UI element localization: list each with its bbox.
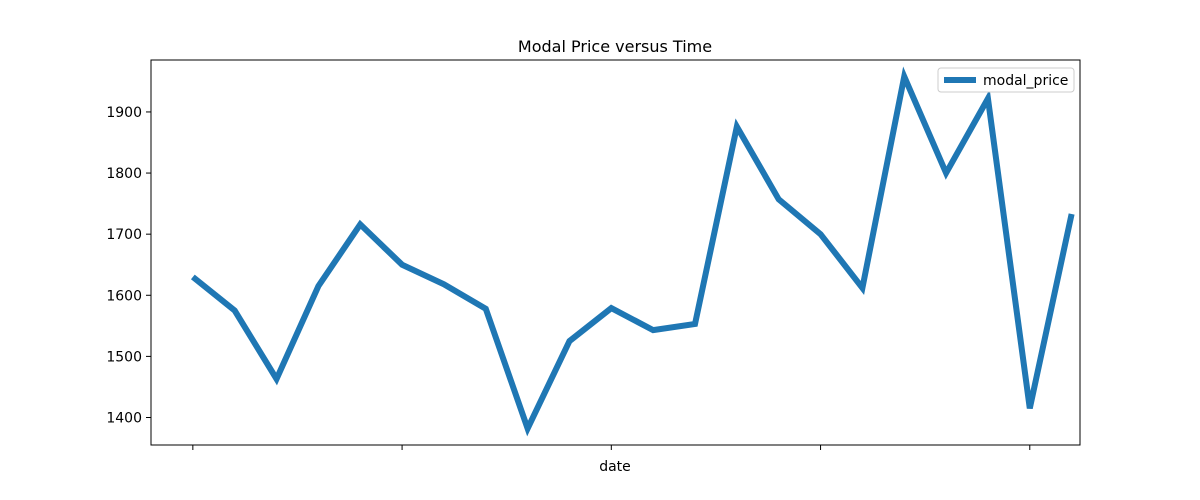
- series-line-modal_price: [190, 66, 1075, 437]
- legend: modal_price: [937, 67, 1075, 93]
- y-tick-label: 1600: [106, 288, 142, 304]
- y-tick-label: 1800: [106, 166, 142, 182]
- y-tick-label: 1400: [106, 411, 142, 427]
- legend-label: modal_price: [983, 73, 1068, 89]
- series-layer: [190, 66, 1075, 437]
- y-axis-ticks: 1400 1500 1600 1700 1800 1900: [106, 105, 151, 427]
- x-axis-ticks: [192, 445, 1031, 450]
- y-tick-label: 1700: [106, 227, 142, 243]
- y-tick-label: 1500: [106, 349, 142, 365]
- legend-box: [937, 67, 1075, 93]
- plot-frame: [150, 59, 1081, 446]
- y-tick-label: 1900: [106, 105, 142, 121]
- chart-title: Modal Price versus Time: [518, 37, 712, 56]
- x-axis-label: date: [599, 459, 631, 475]
